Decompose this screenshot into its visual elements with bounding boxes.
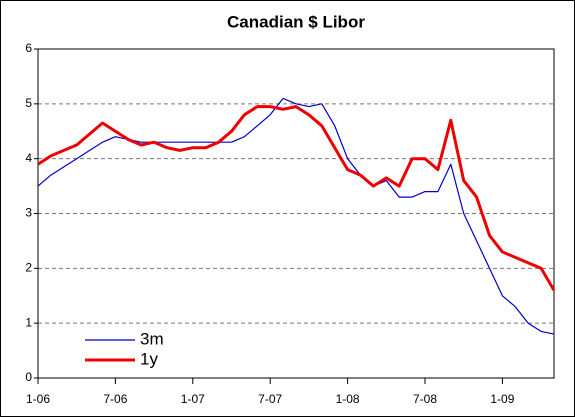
- x-tick-label: 1-06: [26, 392, 50, 406]
- chart-title: Canadian $ Libor: [227, 12, 365, 31]
- y-tick-label: 6: [25, 41, 32, 55]
- x-tick-label: 1-09: [490, 392, 514, 406]
- y-tick-label: 4: [25, 151, 32, 165]
- plot-frame: [37, 48, 555, 379]
- legend-label: 3m: [140, 329, 164, 348]
- y-tick-label: 2: [25, 261, 32, 275]
- line-series: [37, 105, 556, 292]
- x-tick-label: 7-08: [413, 392, 437, 406]
- line-series: [37, 97, 555, 335]
- x-tick-label: 7-06: [103, 392, 127, 406]
- y-tick-label: 0: [25, 370, 32, 384]
- y-tick-label: 5: [25, 96, 32, 110]
- legend-label: 1y: [140, 349, 158, 368]
- x-tick-label: 7-07: [258, 392, 282, 406]
- y-tick-label: 1: [25, 315, 32, 329]
- y-tick-label: 3: [25, 206, 32, 220]
- x-tick-label: 1-08: [336, 392, 360, 406]
- x-tick-label: 1-07: [181, 392, 205, 406]
